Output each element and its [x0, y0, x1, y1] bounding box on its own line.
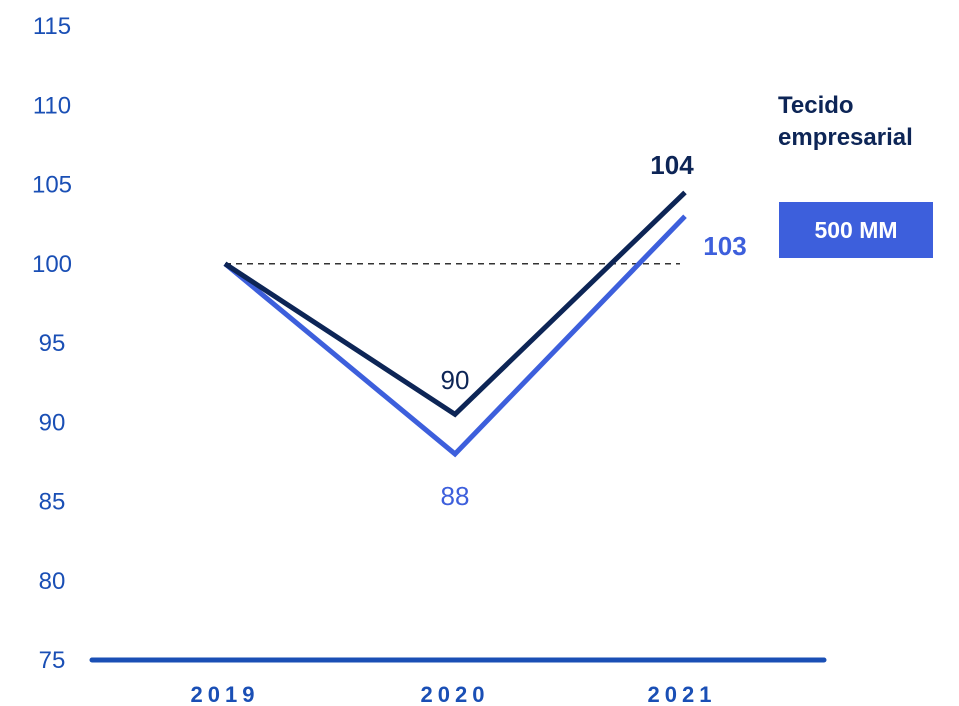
y-tick-label: 115: [33, 13, 71, 40]
legend-title: Tecido empresarial: [778, 90, 913, 154]
legend-title-line-1: Tecido: [778, 92, 854, 119]
series-line-2: [223, 214, 687, 458]
legend-title-line-2: empresarial: [778, 124, 913, 151]
y-tick-label: 100: [32, 251, 72, 278]
data-label: 103: [703, 231, 746, 261]
y-tick-label: 85: [39, 489, 66, 516]
y-tick-label: 80: [39, 568, 66, 595]
y-tick-label: 75: [39, 647, 66, 674]
data-label: 90: [441, 365, 470, 395]
series-line-1: [223, 190, 687, 418]
y-tick-label: 110: [33, 92, 71, 119]
y-tick-label: 90: [39, 409, 66, 436]
x-tick-label: 2020: [421, 682, 490, 706]
x-tick-label: 2019: [191, 682, 260, 706]
data-label: 88: [441, 481, 470, 511]
x-tick-label: 2021: [648, 682, 717, 706]
data-label: 104: [650, 150, 694, 180]
y-tick-label: 105: [32, 172, 72, 199]
legend-badge: 500 MM: [779, 202, 933, 258]
y-tick-label: 95: [39, 330, 66, 357]
